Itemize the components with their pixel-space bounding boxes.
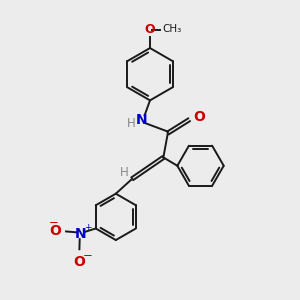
Text: H: H [127, 117, 136, 130]
Text: N: N [135, 113, 147, 127]
Text: −: − [49, 216, 59, 229]
Text: +: + [84, 224, 91, 232]
Text: O: O [194, 110, 205, 124]
Text: H: H [120, 166, 129, 179]
Text: −: − [83, 249, 93, 262]
Text: O: O [49, 224, 61, 238]
Text: O: O [74, 255, 85, 269]
Text: N: N [75, 227, 87, 242]
Text: CH₃: CH₃ [163, 24, 182, 34]
Text: O: O [145, 22, 155, 36]
